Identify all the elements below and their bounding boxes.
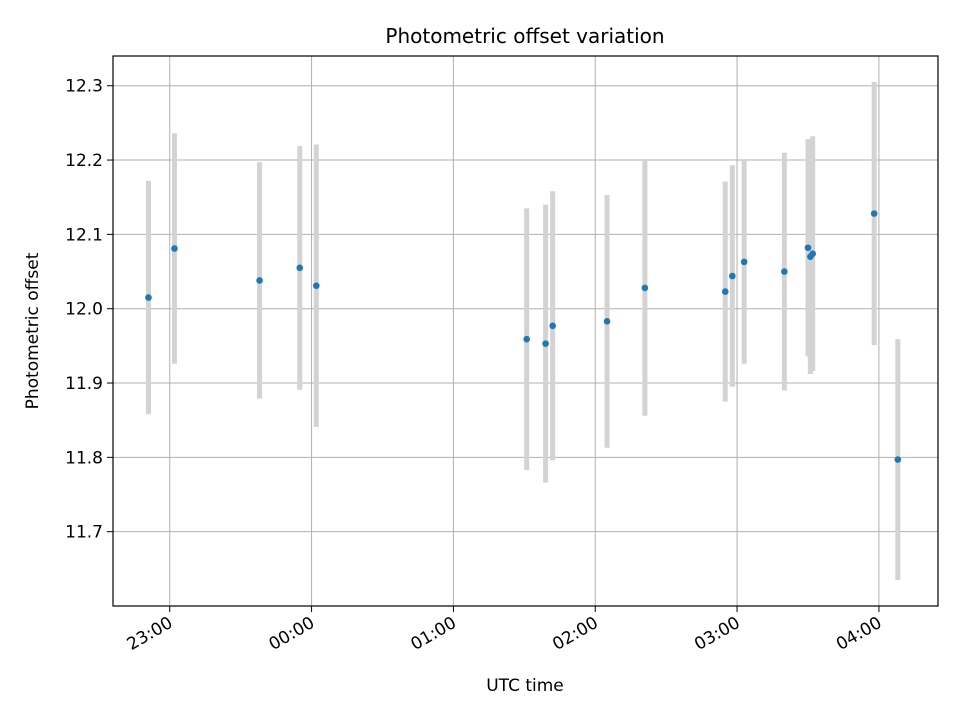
data-point	[549, 322, 556, 330]
data-point	[312, 282, 320, 289]
data-points	[145, 210, 902, 463]
data-point	[781, 268, 788, 275]
data-point	[740, 258, 748, 266]
y-tick-label: 12.2	[65, 151, 103, 171]
axes-frame	[112, 55, 939, 607]
data-point	[804, 244, 812, 252]
data-point	[171, 245, 178, 252]
y-axis-label: Photometric offset	[23, 252, 43, 409]
x-axis-label: UTC time	[486, 676, 564, 696]
y-tick-label: 12.0	[65, 300, 103, 320]
y-tick-label: 12.1	[65, 225, 103, 245]
y-tick-label: 11.9	[65, 374, 103, 394]
chart-title: Photometric offset variation	[385, 24, 664, 48]
data-point	[729, 272, 736, 280]
plot-area: 11.711.811.912.012.112.212.323:00 00:00 01…	[65, 55, 939, 655]
data-point	[542, 340, 549, 347]
data-point	[523, 335, 530, 343]
y-tick-label: 12.3	[65, 77, 103, 97]
data-point	[870, 210, 878, 217]
data-point	[894, 456, 902, 463]
y-tick-label: 11.8	[65, 448, 103, 468]
data-point	[256, 277, 263, 284]
data-point	[721, 288, 729, 295]
data-point	[641, 284, 649, 292]
data-point	[603, 318, 611, 325]
data-point	[809, 250, 817, 258]
y-tick-label: 11.7	[65, 523, 103, 543]
data-point	[145, 294, 152, 301]
data-point	[296, 264, 304, 272]
